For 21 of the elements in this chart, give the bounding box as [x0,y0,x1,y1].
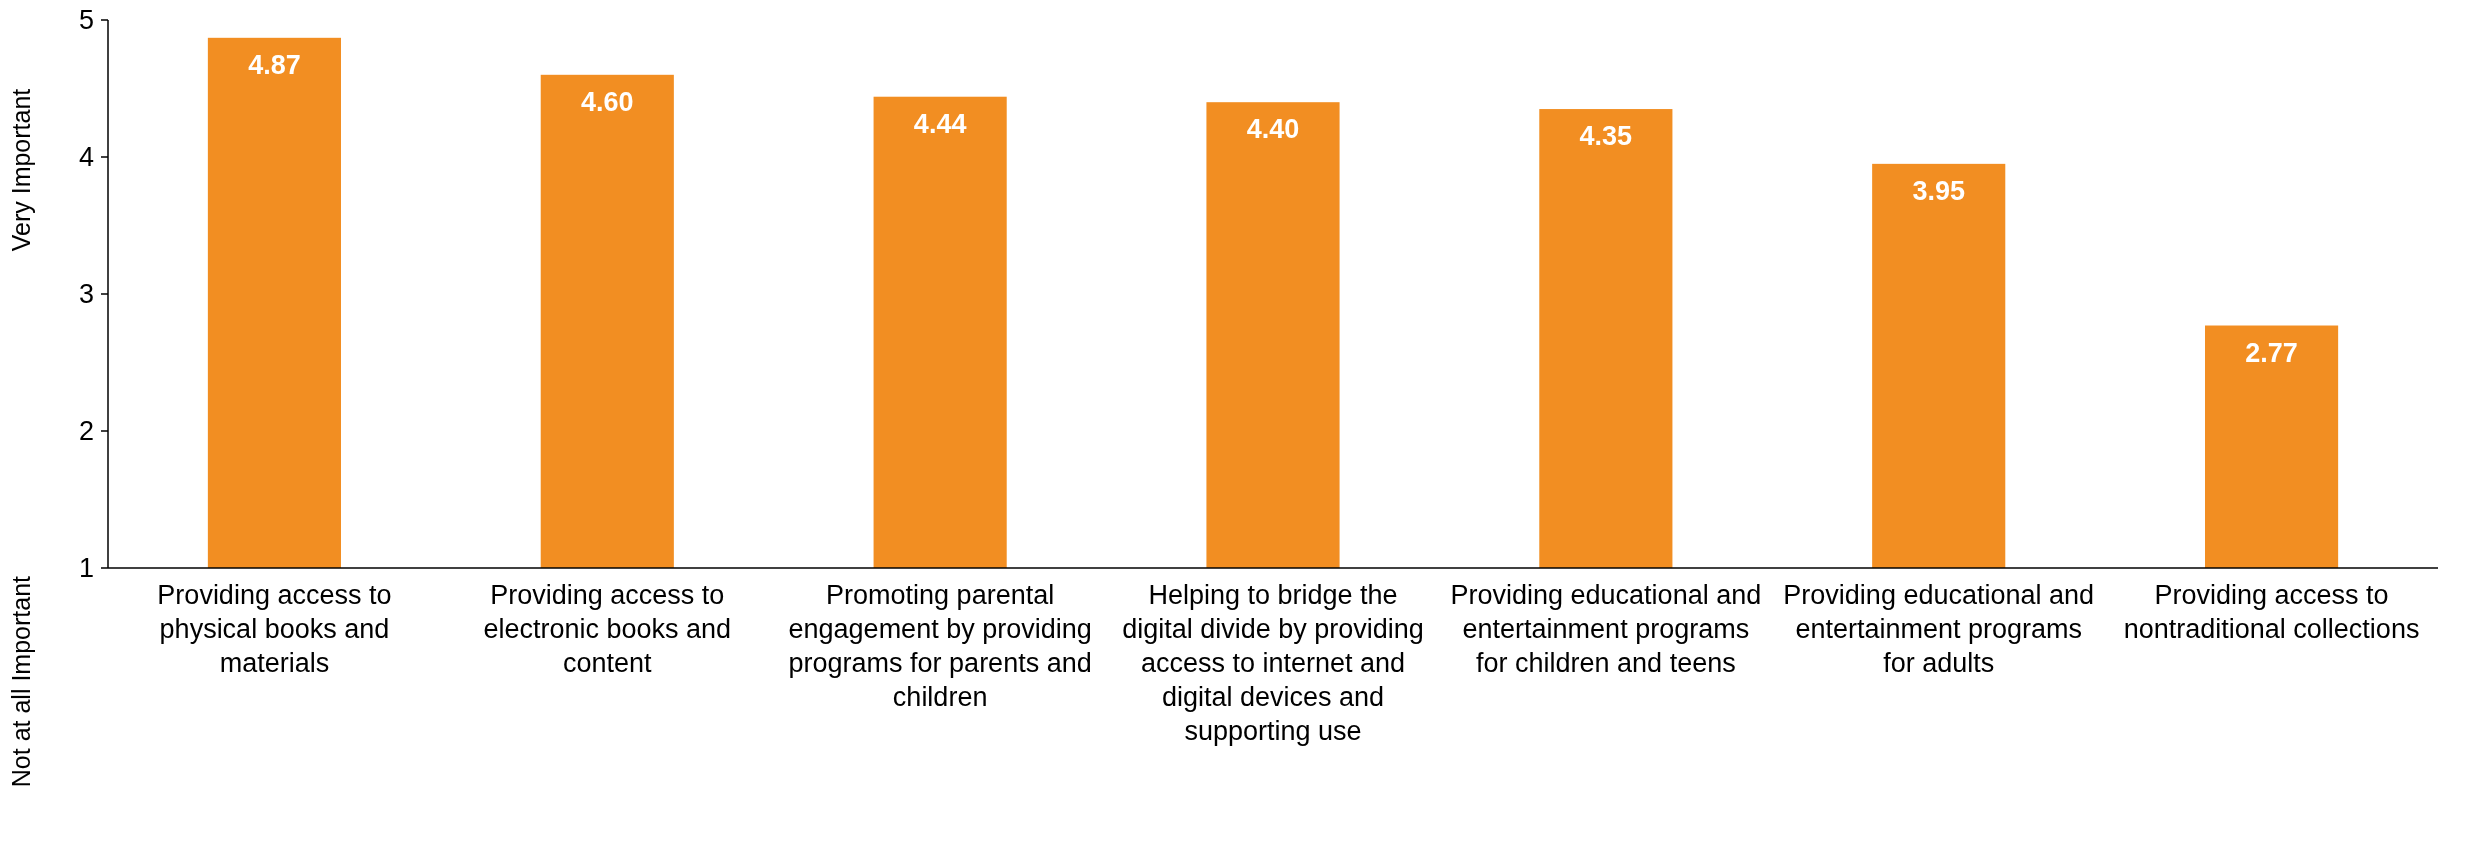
x-tick-label: Providing educational and entertainment programs for adults [1783,580,2095,678]
y-tick-label: 5 [78,5,94,36]
data-label: 4.40 [1246,114,1300,145]
x-tick-label: Providing access to physical books and materials [157,580,392,678]
x-tick-label: Providing access to nontraditional collections [2123,580,2420,644]
y-tick-label: 4 [78,142,94,173]
y-tick-label: 2 [78,416,94,447]
x-tick-label: Helping to bridge the digital divide by providing access to internet and digital devices and supporting use [1122,580,1424,746]
y-axis-title: Not at all Important [7,575,35,788]
data-label: 4.60 [581,86,634,117]
y-tick-label: 3 [78,279,94,310]
data-label: 2.77 [2245,337,2298,368]
x-tick-label: Promoting parental engagement by providing programs for parents and children [788,580,1092,712]
y-tick-label: 1 [78,553,94,584]
text: Very Important [7,88,35,252]
data-label: 4.44 [913,108,967,139]
data-label: 3.95 [1912,175,1965,206]
data-label: 4.35 [1579,121,1633,152]
data-label: 4.87 [248,49,301,80]
x-tick-label: Providing access to electronic books and content [483,580,732,678]
x-tick-label: Providing educational and entertainment programs for children and teens [1450,580,1762,678]
